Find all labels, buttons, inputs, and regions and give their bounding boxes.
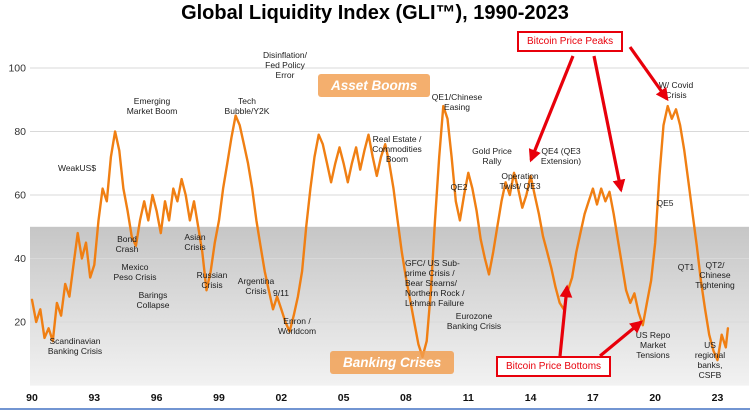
- chart-annotation: Enron / Worldcom: [277, 316, 317, 337]
- x-axis-label: 20: [649, 392, 661, 404]
- chart-annotation: Disinflation/ Fed Policy Error: [263, 50, 307, 81]
- x-axis-label: 93: [88, 392, 100, 404]
- chart-annotation: Barings Collapse: [136, 290, 170, 311]
- x-axis-label: 14: [525, 392, 537, 404]
- chart-annotation: Argentina Crisis: [237, 276, 275, 297]
- chart-annotation: US regional banks, CSFB: [694, 340, 726, 381]
- x-axis-label: 17: [587, 392, 599, 404]
- x-axis-label: 23: [712, 392, 724, 404]
- gli-line: [30, 104, 730, 362]
- chart-annotation: Scandinavian Banking Crisis: [47, 336, 103, 357]
- x-axis-label: 99: [213, 392, 225, 404]
- chart-annotation: US Repo Market Tensions: [635, 330, 671, 361]
- banking-crises-label: Banking Crises: [330, 351, 455, 374]
- chart-annotation: Real Estate / Commodities Boom: [372, 134, 422, 165]
- chart-annotation: QE1/Chinese Easing: [431, 92, 483, 113]
- x-axis-label: 05: [338, 392, 350, 404]
- chart-annotation: QE2: [450, 182, 468, 192]
- asset-booms-label: Asset Booms: [318, 74, 431, 97]
- x-axis-label: 96: [151, 392, 163, 404]
- chart-annotation: WeakUS$: [57, 163, 97, 173]
- x-axis-label: 02: [275, 392, 287, 404]
- chart-annotation: Gold Price Rally: [472, 146, 512, 167]
- chart-annotation: QT2/ Chinese Tightening: [695, 260, 735, 291]
- chart-annotation: QE4 (QE3 Extension): [540, 146, 582, 167]
- x-axis-label: 11: [463, 392, 474, 404]
- chart-annotation: Operation Twist/ QE3: [499, 171, 541, 192]
- x-axis-label: 08: [400, 392, 412, 404]
- y-axis-label: 20: [14, 317, 26, 329]
- chart-annotation: QT1: [677, 262, 695, 272]
- chart-annotation: Bond Crash: [115, 234, 139, 255]
- bitcoin-price-bottoms-callout: Bitcoin Price Bottoms: [496, 356, 612, 377]
- y-axis-label: 80: [14, 126, 26, 138]
- x-axis-label: 90: [26, 392, 38, 404]
- chart-title: Global Liquidity Index (GLI™), 1990-2023: [181, 2, 569, 24]
- chart-annotation: W/ Covid Crisis: [658, 80, 694, 101]
- bitcoin-price-peaks-callout: Bitcoin Price Peaks: [517, 31, 624, 52]
- y-axis-label: 100: [8, 63, 26, 75]
- chart-annotation: Mexico Peso Crisis: [113, 262, 157, 283]
- chart-annotation: Eurozone Banking Crisis: [446, 311, 502, 332]
- y-axis-label: 60: [14, 190, 26, 202]
- y-axis-label: 40: [14, 253, 26, 265]
- chart-annotation: 9/11: [273, 288, 289, 298]
- chart-annotation: QE5: [656, 198, 674, 208]
- chart-annotation: GFC/ US Sub- prime Crisis / Bear Stearns…: [405, 258, 465, 309]
- chart-annotation: Asian Crisis: [184, 232, 206, 253]
- chart-annotation: Tech Bubble/Y2K: [224, 96, 270, 117]
- chart-annotation: Russian Crisis: [196, 270, 228, 291]
- chart-annotation: Emerging Market Boom: [126, 96, 178, 117]
